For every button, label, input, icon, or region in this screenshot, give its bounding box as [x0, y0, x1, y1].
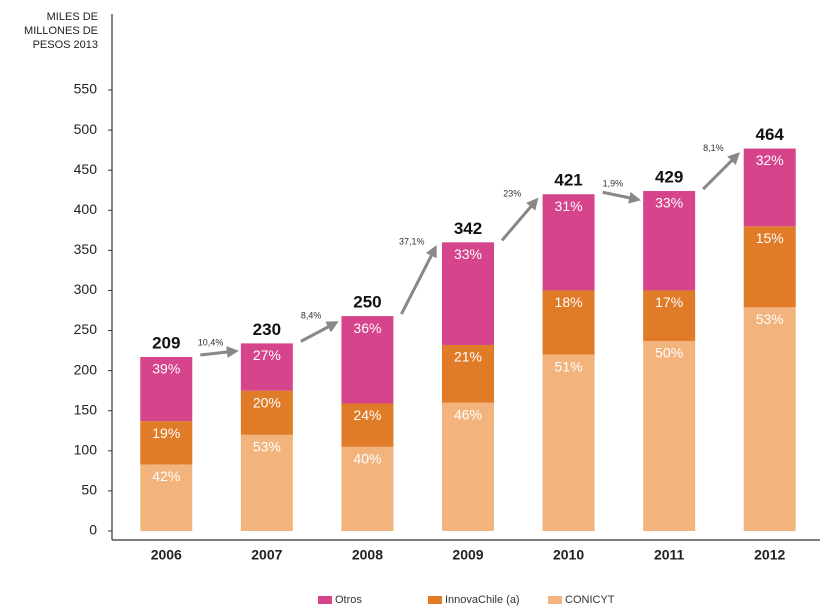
bar-segment [542, 290, 595, 355]
total-label: 464 [756, 125, 785, 144]
x-tick-label: 2010 [553, 547, 584, 563]
segment-label: 33% [454, 246, 482, 262]
segment-label: 53% [756, 311, 784, 327]
total-label: 421 [554, 171, 582, 190]
y-tick-label: 550 [74, 81, 98, 97]
y-tick-label: 450 [74, 161, 98, 177]
legend-label: Otros [335, 594, 362, 606]
y-tick-label: 200 [74, 361, 98, 377]
x-tick-label: 2011 [654, 547, 685, 563]
bar-segment [542, 354, 595, 531]
segment-label: 27% [253, 347, 281, 363]
x-tick-label: 2006 [151, 547, 182, 563]
x-tick-label: 2009 [452, 547, 483, 563]
bar-segment [240, 343, 293, 391]
segment-label: 21% [454, 349, 482, 365]
bar-segment [743, 226, 796, 308]
y-axis-title: MILES DE [47, 11, 98, 23]
growth-label: 23% [503, 189, 521, 199]
bar-segment [140, 421, 193, 465]
y-tick-label: 300 [74, 281, 98, 297]
segment-label: 33% [655, 195, 683, 211]
total-label: 230 [253, 320, 281, 339]
segment-label: 32% [756, 152, 784, 168]
segment-label: 18% [555, 294, 583, 310]
legend-swatch [428, 596, 442, 604]
segment-label: 31% [555, 198, 583, 214]
y-tick-label: 50 [81, 482, 97, 498]
growth-arrow [400, 245, 437, 315]
growth-label: 10,4% [198, 338, 224, 348]
x-tick-label: 2007 [251, 547, 282, 563]
y-tick-label: 400 [74, 201, 98, 217]
bar-segment [542, 194, 595, 291]
y-axis-title: PESOS 2013 [33, 39, 98, 51]
growth-arrow [300, 321, 339, 343]
y-axis-title: MILLONES DE [24, 25, 98, 37]
y-tick-label: 150 [74, 401, 98, 417]
growth-arrow [602, 190, 642, 204]
growth-arrow [200, 346, 239, 359]
bar-segment [240, 434, 293, 531]
y-tick-label: 250 [74, 321, 98, 337]
segment-label: 24% [353, 407, 381, 423]
bar-segment [240, 390, 293, 435]
legend-swatch [548, 596, 562, 604]
growth-label: 1,9% [603, 179, 624, 189]
segment-label: 17% [655, 294, 683, 310]
total-label: 429 [655, 168, 683, 187]
bar-segment [140, 464, 193, 531]
bar-segment [743, 148, 796, 227]
y-tick-label: 100 [74, 442, 98, 458]
total-label: 209 [152, 333, 180, 352]
bar-segment [643, 340, 696, 531]
growth-label: 8,1% [703, 143, 724, 153]
growth-label: 8,4% [301, 310, 322, 320]
bar-segment [743, 307, 796, 531]
segment-label: 50% [655, 345, 683, 361]
y-tick-label: 0 [89, 522, 97, 538]
total-label: 342 [454, 219, 482, 238]
growth-arrow [500, 197, 539, 242]
x-tick-label: 2012 [754, 547, 785, 563]
bar-segment [341, 403, 394, 447]
bar-segment [442, 344, 494, 403]
bar-segment [140, 357, 193, 422]
bar-segment [643, 290, 696, 341]
segment-label: 19% [152, 425, 180, 441]
x-tick-label: 2008 [352, 547, 383, 563]
bar-segment [341, 446, 394, 531]
segment-label: 40% [353, 451, 381, 467]
bar-segment [341, 316, 394, 404]
legend-label: InnovaChile (a) [445, 594, 520, 606]
segment-label: 51% [555, 358, 583, 374]
bar-segment [643, 191, 696, 291]
y-tick-label: 350 [74, 241, 98, 257]
legend-swatch [318, 596, 332, 604]
segment-label: 36% [353, 320, 381, 336]
bar-segment [442, 242, 494, 345]
segment-label: 39% [152, 361, 180, 377]
growth-label: 37,1% [399, 237, 425, 247]
segment-label: 53% [253, 438, 281, 454]
segment-label: 20% [253, 394, 281, 410]
segment-label: 46% [454, 406, 482, 422]
bar-segment [442, 402, 494, 531]
total-label: 250 [353, 293, 381, 312]
growth-arrow [702, 152, 740, 191]
legend-label: CONICYT [565, 594, 615, 606]
segment-label: 42% [152, 468, 180, 484]
y-tick-label: 500 [74, 121, 98, 137]
segment-label: 15% [756, 230, 784, 246]
